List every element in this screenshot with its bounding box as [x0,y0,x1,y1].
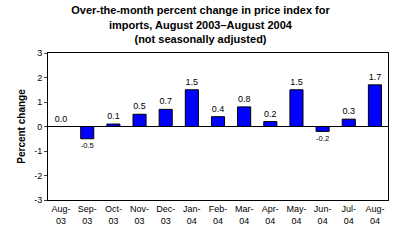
svg-text:May-04: May-04 [286,204,306,226]
svg-text:0.4: 0.4 [212,104,225,114]
svg-text:Over-the-month percent change: Over-the-month percent change in price i… [71,4,330,45]
svg-text:1.7: 1.7 [369,72,382,82]
svg-text:0.3: 0.3 [343,106,356,116]
svg-text:Dec-03: Dec-03 [156,204,175,226]
svg-text:Jun-04: Jun-04 [314,204,332,226]
svg-text:Oct-03: Oct-03 [105,204,122,226]
svg-text:Mar-04: Mar-04 [235,204,254,226]
svg-text:0.2: 0.2 [264,109,277,119]
svg-text:Aug-04: Aug-04 [365,204,384,226]
svg-text:Jul-04: Jul-04 [342,204,357,226]
svg-text:0.8: 0.8 [238,94,251,104]
svg-text:0.5: 0.5 [133,101,146,111]
svg-text:-0.5: -0.5 [81,141,94,150]
svg-text:0.1: 0.1 [107,111,120,121]
svg-text:0.7: 0.7 [159,96,172,106]
svg-text:Apr-04: Apr-04 [262,204,279,226]
svg-text:1.5: 1.5 [186,77,199,87]
svg-text:2: 2 [37,73,42,83]
svg-text:-0.2: -0.2 [316,134,329,143]
svg-text:0.0: 0.0 [55,114,68,124]
svg-text:Sep-03: Sep-03 [78,204,97,226]
svg-text:Aug-03: Aug-03 [52,204,71,226]
svg-text:3: 3 [37,48,42,58]
svg-text:1.5: 1.5 [290,77,303,87]
svg-text:0: 0 [37,122,42,132]
svg-text:Jan-04: Jan-04 [183,204,201,226]
svg-text:-2: -2 [34,171,42,181]
svg-text:Feb-04: Feb-04 [209,204,228,226]
svg-text:-3: -3 [34,195,42,205]
svg-text:-1: -1 [34,146,42,156]
svg-text:Nov-03: Nov-03 [130,204,149,226]
svg-text:Percent change: Percent change [16,89,27,164]
svg-text:1: 1 [37,97,42,107]
